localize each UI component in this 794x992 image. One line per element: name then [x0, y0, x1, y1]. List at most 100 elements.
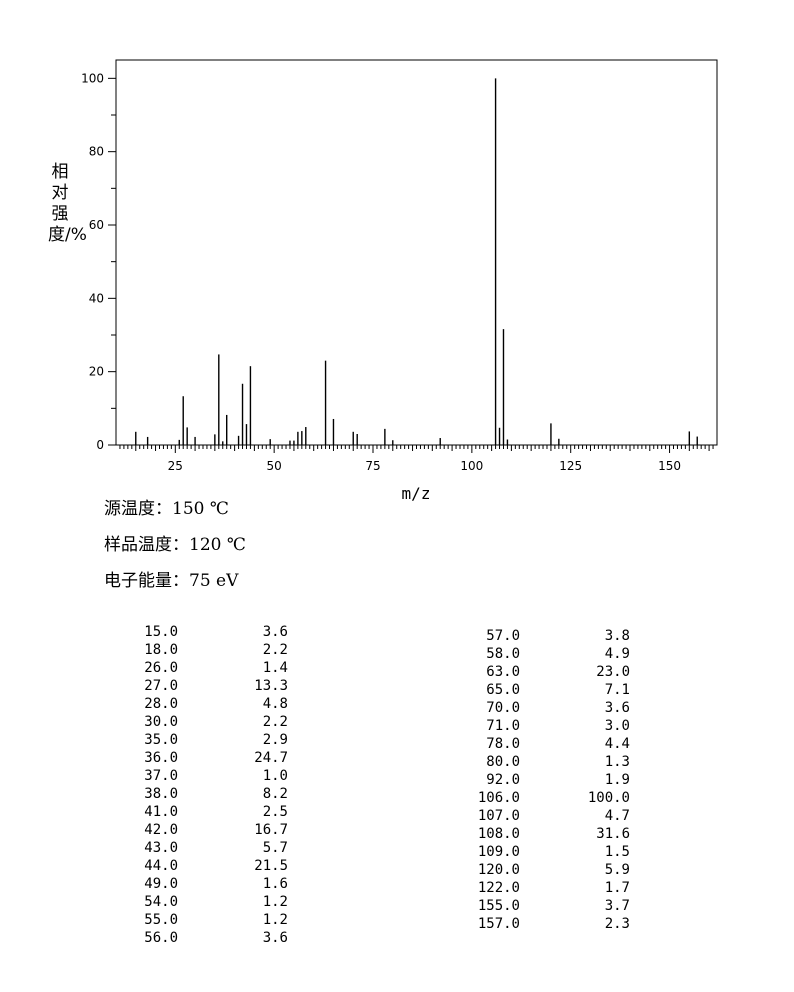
mz-value: 71.0: [460, 717, 520, 735]
mz-value: 63.0: [460, 663, 520, 681]
intensity-value: 2.3: [570, 915, 630, 933]
mz-value: 70.0: [460, 699, 520, 717]
mz-value: 43.0: [118, 839, 178, 857]
table-row: 58.0 4.9: [470, 645, 630, 663]
intensity-value: 5.9: [570, 861, 630, 879]
y-axis-label: 相对强度/%: [48, 162, 72, 246]
table-row: 42.0 16.7: [128, 821, 288, 839]
intensity-value: 3.8: [570, 627, 630, 645]
table-row: 35.0 2.9: [128, 731, 288, 749]
intensity-value: 1.5: [570, 843, 630, 861]
intensity-value: 1.0: [228, 767, 288, 785]
intensity-value: 3.6: [228, 929, 288, 947]
mz-value: 44.0: [118, 857, 178, 875]
table-row: 120.0 5.9: [470, 861, 630, 879]
intensity-value: 1.2: [228, 893, 288, 911]
intensity-value: 4.8: [228, 695, 288, 713]
x-tick-label: 125: [559, 459, 582, 473]
intensity-value: 3.6: [228, 623, 288, 641]
table-row: 18.0 2.2: [128, 641, 288, 659]
mz-value: 108.0: [460, 825, 520, 843]
mz-value: 109.0: [460, 843, 520, 861]
x-tick-label: 75: [365, 459, 380, 473]
table-row: 65.0 7.1: [470, 681, 630, 699]
intensity-value: 16.7: [228, 821, 288, 839]
mz-value: 36.0: [118, 749, 178, 767]
mz-value: 35.0: [118, 731, 178, 749]
table-row: 38.0 8.2: [128, 785, 288, 803]
intensity-value: 8.2: [228, 785, 288, 803]
y-tick-label: 0: [96, 438, 104, 452]
table-row: 55.0 1.2: [128, 911, 288, 929]
table-row: 49.0 1.6: [128, 875, 288, 893]
mass-spectrum-chart: 0 20 40 60 80 100 25 50 75 100 125 150: [0, 0, 794, 500]
x-tick-label: 150: [658, 459, 681, 473]
intensity-value: 4.4: [570, 735, 630, 753]
table-row: 106.0 100.0: [470, 789, 630, 807]
intensity-value: 1.6: [228, 875, 288, 893]
mz-value: 28.0: [118, 695, 178, 713]
intensity-value: 7.1: [570, 681, 630, 699]
mz-value: 155.0: [460, 897, 520, 915]
mz-value: 157.0: [460, 915, 520, 933]
spectrum-peaks: [136, 78, 697, 445]
table-row: 28.0 4.8: [128, 695, 288, 713]
y-tick-label: 40: [89, 291, 104, 305]
sample-temperature: 样品温度：120 ℃: [104, 530, 246, 555]
table-row: 109.0 1.5: [470, 843, 630, 861]
mz-value: 56.0: [118, 929, 178, 947]
table-row: 157.0 2.3: [470, 915, 630, 933]
table-row: 71.0 3.0: [470, 717, 630, 735]
table-row: 107.0 4.7: [470, 807, 630, 825]
plot-frame: [116, 60, 717, 445]
table-row: 27.0 13.3: [128, 677, 288, 695]
mz-value: 106.0: [460, 789, 520, 807]
table-row: 15.0 3.6: [128, 623, 288, 641]
intensity-value: 2.2: [228, 713, 288, 731]
mz-value: 42.0: [118, 821, 178, 839]
mz-value: 55.0: [118, 911, 178, 929]
table-row: 36.0 24.7: [128, 749, 288, 767]
mz-value: 78.0: [460, 735, 520, 753]
y-tick-label: 60: [89, 218, 104, 232]
intensity-value: 3.6: [570, 699, 630, 717]
intensity-value: 1.2: [228, 911, 288, 929]
mz-value: 54.0: [118, 893, 178, 911]
mz-value: 58.0: [460, 645, 520, 663]
intensity-value: 1.4: [228, 659, 288, 677]
intensity-value: 4.7: [570, 807, 630, 825]
intensity-value: 5.7: [228, 839, 288, 857]
table-row: 56.0 3.6: [128, 929, 288, 947]
table-row: 155.0 3.7: [470, 897, 630, 915]
intensity-value: 31.6: [570, 825, 630, 843]
mz-value: 37.0: [118, 767, 178, 785]
y-tick-label: 20: [89, 365, 104, 379]
intensity-value: 21.5: [228, 857, 288, 875]
mz-value: 92.0: [460, 771, 520, 789]
intensity-value: 2.5: [228, 803, 288, 821]
x-tick-label: 100: [460, 459, 483, 473]
table-row: 70.0 3.6: [470, 699, 630, 717]
table-row: 92.0 1.9: [470, 771, 630, 789]
table-row: 44.0 21.5: [128, 857, 288, 875]
table-row: 122.0 1.7: [470, 879, 630, 897]
y-tick-label: 80: [89, 145, 104, 159]
x-axis: 25 50 75 100 125 150: [120, 445, 713, 473]
intensity-value: 1.7: [570, 879, 630, 897]
mz-value: 49.0: [118, 875, 178, 893]
table-row: 80.0 1.3: [470, 753, 630, 771]
table-row: 37.0 1.0: [128, 767, 288, 785]
table-row: 108.0 31.6: [470, 825, 630, 843]
mz-value: 65.0: [460, 681, 520, 699]
mz-value: 120.0: [460, 861, 520, 879]
source-temperature: 源温度：150 ℃: [104, 494, 229, 519]
intensity-value: 1.3: [570, 753, 630, 771]
mz-value: 15.0: [118, 623, 178, 641]
x-tick-label: 50: [267, 459, 282, 473]
intensity-value: 1.9: [570, 771, 630, 789]
intensity-value: 13.3: [228, 677, 288, 695]
table-row: 43.0 5.7: [128, 839, 288, 857]
mz-value: 57.0: [460, 627, 520, 645]
intensity-value: 4.9: [570, 645, 630, 663]
intensity-value: 100.0: [570, 789, 630, 807]
